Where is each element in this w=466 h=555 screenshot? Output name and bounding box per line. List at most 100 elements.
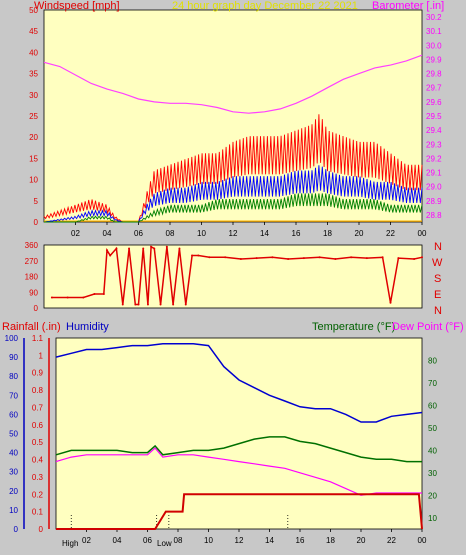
wind-x-tick-label: 04 [103,229,112,238]
humidity-y-tick-label: 70 [9,391,18,400]
wind-x-tick-label: 08 [166,229,175,238]
barometer-y-tick-label: 29.6 [426,98,442,107]
wind-y-tick-label: 15 [29,154,38,163]
bottom-x-tick-label: 18 [326,536,335,545]
wind-y-tick-label: 25 [29,112,38,121]
barometer-y-tick-label: 29.7 [426,84,442,93]
direction-point [318,256,321,259]
direction-y-tick-label: 180 [25,273,39,282]
direction-point [153,247,156,250]
bottom-x-tick-label: 10 [204,536,213,545]
wind-x-tick-label: 06 [134,229,143,238]
temperature-y-tick-label: 80 [428,356,437,365]
compass-e: E [434,289,441,301]
bottom-x-tick-label: 02 [82,536,91,545]
direction-y-tick-label: 90 [29,288,38,297]
direction-y-tick-label: 270 [25,257,39,266]
bottom-x-tick-label: 20 [357,536,366,545]
temperature-y-tick-label: 30 [428,469,437,478]
rainfall-y-tick-label: 0.7 [32,403,44,412]
wind-low-line [44,193,423,223]
barometer-y-tick-label: 29.0 [426,183,442,192]
humidity-y-tick-label: 100 [5,334,19,343]
direction-point [106,249,108,252]
wind-y-tick-label: 30 [29,91,38,100]
bottom-x-tick-label: 06 [143,536,152,545]
wind-y-tick-label: 20 [29,133,38,142]
barometer-y-tick-label: 30.2 [426,13,442,22]
barometer-y-tick-label: 28.9 [426,197,442,206]
direction-point [197,254,200,257]
direction-y-tick-label: 0 [34,304,39,313]
direction-point [397,257,400,260]
wind-x-tick-label: 22 [386,229,395,238]
direction-point [350,256,353,259]
rainfall-y-tick-label: 0.4 [32,456,44,465]
barometer-y-tick-label: 29.1 [426,169,442,178]
direction-point [334,258,337,260]
temperature-y-tick-label: 10 [428,514,437,523]
high-annotation: High [62,539,78,548]
direction-point [50,296,53,299]
direction-point [287,258,290,260]
temperature-y-tick-label: 60 [428,401,437,410]
direction-point [134,303,137,306]
rainfall-y-tick-label: 1 [39,351,44,360]
direction-point [381,256,384,259]
dewpoint-axis-title: Dew Point (°F) [392,321,464,333]
humidity-axis-title: Humidity [66,321,109,333]
compass-w: W [432,257,443,269]
direction-point [413,258,416,260]
direction-point [128,247,131,250]
direction-point [137,303,140,306]
direction-panel [43,244,423,309]
rainfall-line [56,493,423,530]
rainfall-y-tick-label: 0.2 [32,490,44,499]
direction-point [255,257,258,260]
low-annotation: Low [157,539,172,548]
wind-x-tick-label: 18 [323,229,332,238]
bottom-x-tick-label: 22 [387,536,396,545]
humidity-line [55,342,423,423]
wind-panel [43,9,423,223]
humidity-y-tick-label: 60 [9,410,18,419]
direction-point [224,256,227,259]
temperature-axis-title: Temperature (°F) [312,321,395,333]
direction-point [184,303,187,306]
bottom-x-tick-label: 16 [296,536,305,545]
wind-x-tick-label: 10 [197,229,206,238]
direction-point [191,254,194,257]
wind-y-tick-label: 35 [29,70,38,79]
humidity-y-tick-label: 30 [9,468,18,477]
temperature-y-tick-label: 70 [428,379,437,388]
humidity-y-tick-label: 10 [9,506,18,515]
rainfall-y-tick-label: 0.1 [32,508,44,517]
direction-point [159,303,162,306]
direction-point [82,296,85,299]
wind-x-tick-label: 00 [418,229,427,238]
wind-y-tick-label: 0 [34,218,39,227]
direction-point [365,257,368,260]
direction-point [93,293,96,295]
wind-y-tick-label: 45 [29,27,38,36]
compass-n2: N [434,305,442,317]
rainfall-axis-title: Rainfall (.in) [2,321,61,333]
temperature-line [55,436,422,463]
bottom-x-tick-label: 08 [174,536,183,545]
humidity-y-tick-label: 90 [9,353,18,362]
barometer-y-tick-label: 30.0 [426,41,442,50]
barometer-y-tick-label: 30.1 [426,27,442,36]
humidity-y-tick-label: 80 [9,372,18,381]
humidity-y-tick-label: 20 [9,487,18,496]
humidity-temperature-panel [55,337,423,530]
direction-point [271,256,274,259]
direction-point [389,301,392,304]
bottom-x-tick-label: 14 [265,536,274,545]
barometer-y-tick-label: 29.3 [426,140,442,149]
wind-y-tick-label: 40 [29,48,38,57]
wind-y-tick-label: 5 [34,197,39,206]
rainfall-y-tick-label: 0.3 [32,473,44,482]
temperature-y-tick-label: 20 [428,491,437,500]
wind-x-tick-label: 14 [260,229,269,238]
